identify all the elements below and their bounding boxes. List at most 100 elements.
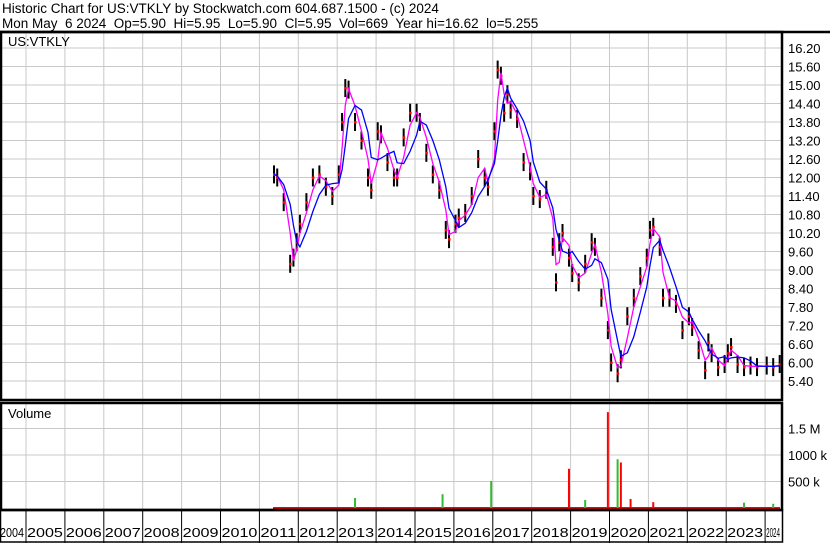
price-tick-label: 8.40 (788, 281, 813, 296)
close-marker (551, 245, 555, 249)
close-marker (483, 176, 487, 179)
volume-bars (273, 412, 780, 509)
chart-frame (0, 30, 830, 543)
year-label: 2011 (260, 525, 296, 540)
close-marker (438, 188, 441, 192)
grid (0, 32, 782, 510)
year-label: 2016 (455, 525, 491, 540)
close-marker (360, 139, 364, 142)
year-label: 2004 (0, 525, 24, 540)
close-marker (616, 372, 620, 375)
close-marker (652, 225, 655, 229)
close-marker (674, 302, 678, 306)
year-label: 2024 (766, 525, 780, 540)
price-tick-label: 14.40 (788, 96, 821, 111)
close-marker (402, 136, 406, 139)
price-tick-label: 12.00 (788, 170, 821, 185)
close-marker (448, 238, 451, 241)
year-label: 2019 (572, 525, 608, 540)
close-marker (736, 363, 740, 366)
close-marker (577, 281, 581, 284)
close-marker (532, 194, 535, 198)
close-marker (658, 245, 662, 249)
year-label: 2009 (183, 525, 219, 540)
close-marker (600, 296, 603, 300)
close-marker (561, 231, 564, 235)
close-marker (318, 173, 321, 176)
close-marker (584, 262, 587, 266)
close-marker (354, 120, 357, 124)
price-tick-label: 7.80 (788, 300, 813, 315)
year-label: 2020 (611, 525, 647, 540)
close-marker (626, 315, 629, 318)
close-marker (606, 329, 610, 332)
close-marker (376, 130, 380, 133)
close-marker (567, 256, 571, 260)
close-marker (486, 185, 490, 189)
volume-tick-label: 1.5 M (788, 422, 821, 437)
close-marker (477, 157, 480, 161)
close-marker (697, 349, 701, 352)
price-tick-label: 6.00 (788, 355, 813, 370)
close-marker (366, 176, 370, 179)
price-tick-label: 13.20 (788, 133, 821, 148)
quote-summary: Mon May 6 2024 Op=5.90 Hi=5.95 Lo=5.90 C… (2, 16, 539, 31)
year-axis-frame (0, 509, 784, 543)
close-marker (717, 366, 720, 369)
volume-tick-label: 500 k (788, 475, 820, 490)
volume-label: Volume (8, 406, 51, 421)
close-marker (324, 185, 328, 189)
close-marker (571, 272, 574, 275)
year-label: 2015 (416, 525, 452, 540)
close-marker (496, 68, 500, 72)
close-marker (555, 281, 558, 284)
year-label: 2014 (377, 525, 413, 540)
close-marker (778, 363, 782, 366)
close-marker (610, 361, 613, 364)
year-label: 2005 (27, 525, 63, 540)
price-tick-label: 10.80 (788, 207, 821, 222)
price-tick-label: 9.60 (788, 244, 813, 259)
close-marker (687, 315, 691, 318)
price-tick-label: 7.20 (788, 318, 813, 333)
close-marker (755, 366, 759, 369)
price-series (272, 60, 782, 383)
chart-title: Historic Chart for US:VTKLY by Stockwatc… (2, 1, 439, 16)
close-marker (645, 256, 649, 260)
close-marker (661, 296, 665, 300)
close-marker (516, 117, 519, 121)
price-tick-label: 16.20 (788, 41, 821, 56)
close-marker (707, 341, 710, 344)
close-marker (529, 170, 532, 173)
price-tick-label: 15.00 (788, 78, 821, 93)
close-marker (457, 216, 461, 220)
price-tick-label: 15.60 (788, 59, 821, 74)
close-marker (431, 173, 435, 176)
close-marker (538, 198, 542, 201)
close-marker (311, 176, 315, 179)
close-marker (386, 161, 389, 164)
close-marker (425, 151, 428, 155)
symbol-label: US:VTKLY (8, 34, 70, 49)
year-label: 2018 (533, 525, 569, 540)
close-marker (341, 120, 344, 124)
close-marker (503, 111, 506, 115)
price-tick-label: 10.20 (788, 226, 821, 241)
close-marker (509, 108, 513, 112)
close-marker (337, 173, 341, 176)
close-marker (454, 222, 458, 226)
price-tick-label: 13.80 (788, 115, 821, 130)
axis-labels: 16.20 15.60 15.00 14.40 13.80 13.20 12.60 12.00… (0, 41, 828, 540)
close-marker (522, 161, 526, 164)
price-tick-label: 5.40 (788, 374, 813, 389)
close-marker (370, 188, 373, 192)
close-marker (632, 296, 636, 300)
close-marker (298, 222, 302, 226)
close-marker (493, 130, 496, 133)
close-marker (726, 352, 730, 355)
year-label: 2013 (338, 525, 374, 540)
year-label: 2010 (222, 525, 258, 540)
close-marker (470, 194, 474, 198)
